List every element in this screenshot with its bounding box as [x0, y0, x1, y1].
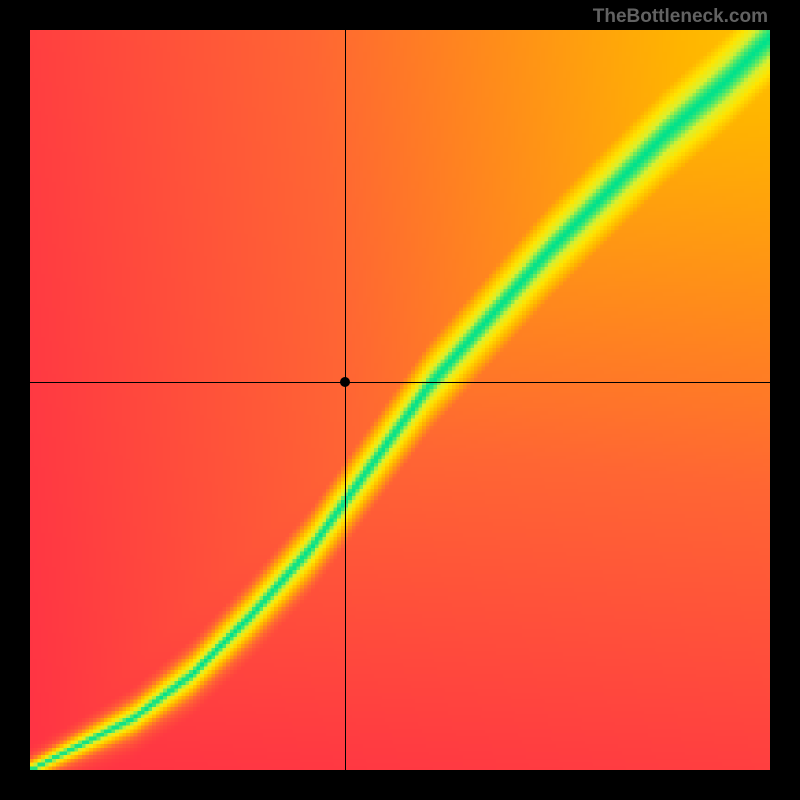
plot-area [30, 30, 770, 770]
heatmap-canvas [30, 30, 770, 770]
crosshair-horizontal [30, 382, 770, 383]
selection-marker[interactable] [340, 377, 350, 387]
crosshair-vertical [345, 30, 346, 770]
watermark-text: TheBottleneck.com [593, 6, 768, 28]
chart-container: TheBottleneck.com [0, 0, 800, 800]
